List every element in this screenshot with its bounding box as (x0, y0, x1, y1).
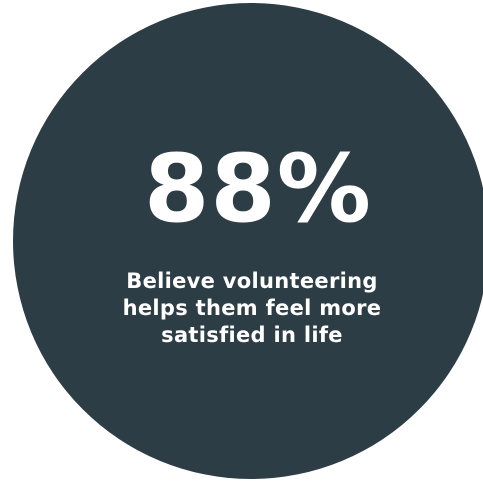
caption-line-2: helps them feel more (122, 296, 382, 320)
stat-value: 88% (144, 135, 372, 244)
stat-caption: Believe volunteering helps them feel mor… (0, 268, 483, 349)
stat-circle (13, 3, 483, 479)
caption-line-1: Believe volunteering (126, 269, 378, 293)
caption-line-3: satisfied in life (161, 323, 343, 347)
